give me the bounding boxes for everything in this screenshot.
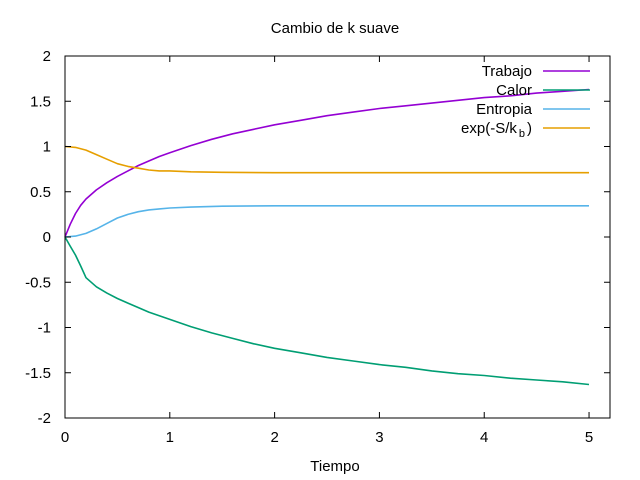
tick-labels: 0 1 2 3 4 5 -2 -1.5 -1 -0.5 0 0.5 1 1.5 2 <box>25 48 593 446</box>
legend-label: exp(-S/k b) <box>461 120 532 140</box>
series-line <box>64 88 590 238</box>
y-tick-label: -1 <box>38 320 51 337</box>
ticks <box>64 55 610 419</box>
legend-label-main: Entropia <box>476 101 533 118</box>
y-tick-label: 0 <box>43 229 51 246</box>
legend-label: Entropia <box>476 101 533 118</box>
legend-label: Calor <box>496 82 532 99</box>
legend-label: Trabajo <box>482 63 532 80</box>
y-tick-label: 1 <box>43 139 51 156</box>
x-tick-label: 5 <box>585 429 593 446</box>
y-tick-label: 1.5 <box>30 93 51 110</box>
x-tick-label: 1 <box>166 429 174 446</box>
x-tick-label: 0 <box>61 429 69 446</box>
x-axis-title: Tiempo <box>310 458 359 475</box>
legend-label-tail: ) <box>527 120 532 137</box>
x-tick-label: 3 <box>375 429 383 446</box>
y-tick-label: -1.5 <box>25 365 51 382</box>
series-line <box>64 236 590 386</box>
x-tick-label: 2 <box>270 429 278 446</box>
legend-label-main: Trabajo <box>482 63 532 80</box>
legend-label-main: exp(-S/k <box>461 120 517 137</box>
series-line <box>64 205 589 238</box>
y-tick-label: -0.5 <box>25 274 51 291</box>
series-line <box>64 145 589 174</box>
y-tick-label: 0.5 <box>30 184 51 201</box>
chart-title: Cambio de k suave <box>271 20 399 37</box>
legend-label-subscript: b <box>519 128 525 140</box>
x-tick-label: 4 <box>480 429 488 446</box>
y-tick-label: -2 <box>38 410 51 427</box>
legend-label-main: Calor <box>496 82 532 99</box>
y-tick-label: 2 <box>43 48 51 65</box>
legend: Trabajo Calor Entropia exp(-S/k b) <box>461 63 590 140</box>
plot-lines <box>64 88 590 386</box>
